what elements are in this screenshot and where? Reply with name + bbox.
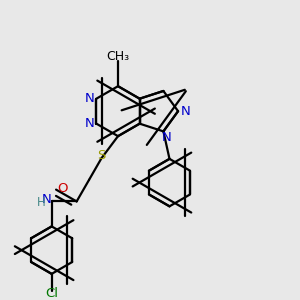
Text: Cl: Cl bbox=[45, 287, 58, 300]
Text: N: N bbox=[162, 131, 171, 144]
Text: N: N bbox=[42, 194, 52, 206]
Text: O: O bbox=[58, 182, 68, 195]
Text: CH₃: CH₃ bbox=[106, 50, 130, 63]
Text: H: H bbox=[37, 196, 46, 209]
Text: N: N bbox=[85, 92, 94, 105]
Text: N: N bbox=[181, 105, 191, 118]
Text: N: N bbox=[85, 117, 94, 130]
Text: S: S bbox=[97, 149, 106, 162]
